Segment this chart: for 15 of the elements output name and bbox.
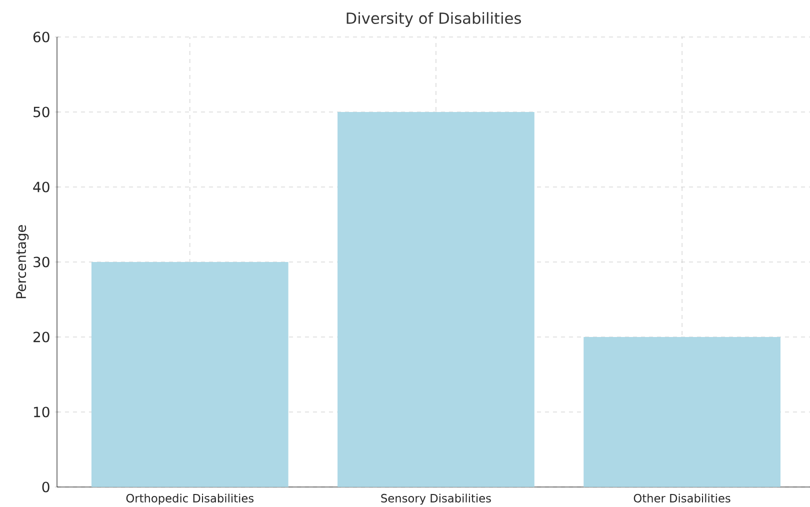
y-tick-label: 40	[33, 182, 50, 192]
y-tick-label: 50	[34, 106, 50, 118]
x-tick-label: Orthopedic Disabilities	[126, 494, 254, 505]
y-tick-label: 30	[34, 256, 50, 268]
y-tick-label: 0	[42, 482, 50, 492]
bar	[91, 262, 288, 487]
chart-title: Diversity of Disabilities	[346, 12, 521, 27]
y-tick-label: 10	[34, 406, 50, 418]
y-tick-label: 60	[33, 32, 50, 42]
bar	[584, 337, 780, 487]
y-tick-label: 20	[34, 332, 50, 342]
x-tick-label: Sensory Disabilities	[381, 494, 491, 505]
y-axis-title: Percentage	[16, 225, 29, 298]
x-tick-label: Other Disabilities	[634, 494, 730, 502]
bar	[338, 112, 534, 487]
